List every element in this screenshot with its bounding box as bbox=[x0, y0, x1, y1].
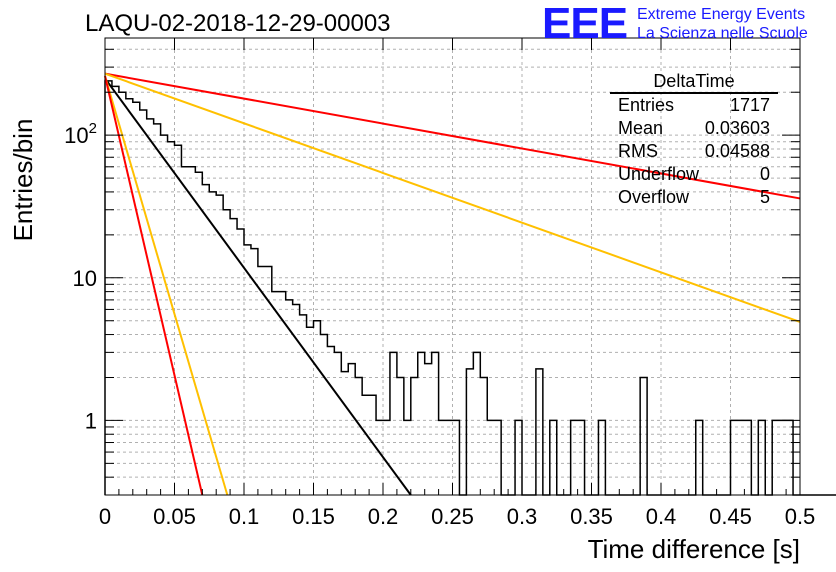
histogram bbox=[104, 80, 836, 496]
y-tick-label: 102 bbox=[64, 120, 97, 148]
stats-box-title: DeltaTime bbox=[610, 70, 778, 94]
x-axis-label: Time difference [s] bbox=[588, 534, 800, 564]
fit-line bbox=[104, 72, 801, 323]
histogram-outline bbox=[104, 80, 836, 496]
fit-curves bbox=[104, 72, 801, 496]
stats-row-underflow: Underflow 0 bbox=[610, 163, 778, 186]
x-tick-label: 0.35 bbox=[570, 504, 613, 529]
stats-label: Underflow bbox=[618, 164, 700, 184]
y-axis-label: Entries/bin bbox=[8, 119, 38, 242]
fit-line bbox=[104, 75, 229, 496]
x-tick-label: 0.05 bbox=[153, 504, 196, 529]
x-tick-label: 0.25 bbox=[431, 504, 474, 529]
fit-line bbox=[104, 77, 412, 496]
stats-label: Entries bbox=[618, 95, 675, 115]
stats-row-overflow: Overflow 5 bbox=[610, 186, 778, 209]
stats-value: 1717 bbox=[729, 95, 770, 115]
eee-logo: EEE bbox=[542, 0, 628, 48]
fit-line bbox=[104, 75, 204, 496]
stats-value: 0.03603 bbox=[704, 118, 770, 138]
y-axis-ticks: 1 10 102 bbox=[64, 48, 800, 496]
y-tick-label: 10 bbox=[73, 266, 97, 291]
x-tick-label: 0.2 bbox=[368, 504, 399, 529]
stats-row-mean: Mean 0.03603 bbox=[610, 117, 778, 140]
stats-label: Overflow bbox=[618, 187, 690, 207]
stats-value: 0.04588 bbox=[704, 141, 770, 161]
stats-value: 0 bbox=[759, 164, 770, 184]
x-tick-label: 0.45 bbox=[709, 504, 752, 529]
stats-label: Mean bbox=[618, 118, 664, 138]
x-tick-label: 0.5 bbox=[785, 504, 816, 529]
x-tick-label: 0.3 bbox=[507, 504, 538, 529]
logo-line-2: La Scienza nelle Scuole bbox=[637, 25, 808, 42]
y-tick-label: 1 bbox=[85, 408, 97, 433]
stats-row-entries: Entries 1717 bbox=[610, 94, 778, 117]
logo-line-1: Extreme Energy Events bbox=[637, 6, 806, 23]
fit-line bbox=[104, 72, 801, 200]
grid bbox=[105, 38, 800, 496]
x-axis-ticks: 0 0.05 0.1 0.15 0.2 0.25 0.3 0.35 0.4 0.45 0.5 bbox=[99, 38, 815, 529]
stats-value: 5 bbox=[759, 187, 770, 207]
stats-row-rms: RMS 0.04588 bbox=[610, 140, 778, 163]
stats-box: DeltaTime Entries 1717 Mean 0.03603 RMS … bbox=[610, 70, 778, 209]
plot-title: LAQU-02-2018-12-29-00003 bbox=[85, 10, 391, 37]
x-tick-label: 0.15 bbox=[292, 504, 335, 529]
x-tick-label: 0.1 bbox=[229, 504, 260, 529]
x-tick-label: 0.4 bbox=[646, 504, 677, 529]
stats-label: RMS bbox=[618, 141, 658, 161]
x-tick-label: 0 bbox=[99, 504, 111, 529]
